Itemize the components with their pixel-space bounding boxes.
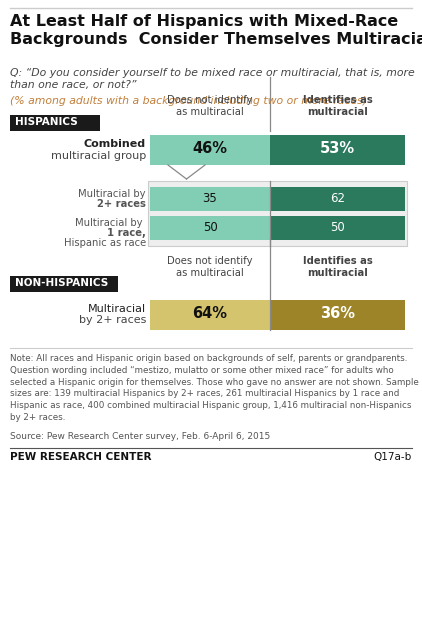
Text: 62: 62: [330, 192, 345, 205]
Text: Source: Pew Research Center survey, Feb. 6-April 6, 2015: Source: Pew Research Center survey, Feb.…: [10, 432, 270, 441]
Text: 1 race,: 1 race,: [107, 228, 146, 238]
Bar: [148, 181, 407, 246]
Text: 64%: 64%: [192, 306, 227, 321]
Bar: [150, 187, 270, 211]
Text: 35: 35: [203, 192, 217, 205]
Text: 53%: 53%: [320, 141, 355, 156]
Text: 50: 50: [203, 221, 217, 234]
Text: 46%: 46%: [192, 141, 227, 156]
Bar: [150, 300, 270, 330]
Bar: [270, 216, 405, 240]
Text: multiracial group: multiracial group: [51, 151, 146, 161]
Bar: [150, 135, 270, 165]
Text: Identifies as
multiracial: Identifies as multiracial: [303, 95, 372, 117]
Bar: [150, 216, 270, 240]
Text: Multiracial by: Multiracial by: [78, 189, 146, 199]
Text: Multiracial by: Multiracial by: [76, 218, 146, 228]
Text: (% among adults with a background including two or more races): (% among adults with a background includ…: [10, 96, 367, 106]
Text: PEW RESEARCH CENTER: PEW RESEARCH CENTER: [10, 452, 151, 462]
Text: 50: 50: [330, 221, 345, 234]
Text: 36%: 36%: [320, 306, 355, 321]
Bar: [10, 115, 100, 131]
Bar: [270, 135, 405, 165]
Text: Combined: Combined: [84, 139, 146, 149]
Text: HISPANICS: HISPANICS: [15, 117, 78, 127]
Text: Note: All races and Hispanic origin based on backgrounds of self, parents or gra: Note: All races and Hispanic origin base…: [10, 354, 419, 422]
Text: Identifies as
multiracial: Identifies as multiracial: [303, 256, 372, 278]
Bar: [270, 187, 405, 211]
Text: by 2+ races: by 2+ races: [78, 315, 146, 325]
Text: Q17a-b: Q17a-b: [374, 452, 412, 462]
Text: Does not identify
as multiracial: Does not identify as multiracial: [167, 256, 253, 278]
Text: Q: “Do you consider yourself to be mixed race or multiracial, that is, more
than: Q: “Do you consider yourself to be mixed…: [10, 68, 415, 90]
Text: Hispanic as race: Hispanic as race: [64, 238, 146, 248]
Bar: [270, 300, 405, 330]
Bar: [10, 276, 118, 292]
Text: Multiracial: Multiracial: [88, 304, 146, 314]
Text: Does not identify
as multiracial: Does not identify as multiracial: [167, 95, 253, 117]
Text: NON-HISPANICS: NON-HISPANICS: [15, 278, 108, 288]
Text: 2+ races: 2+ races: [97, 199, 146, 209]
Text: At Least Half of Hispanics with Mixed-Race
Backgrounds  Consider Themselves Mult: At Least Half of Hispanics with Mixed-Ra…: [10, 14, 422, 47]
